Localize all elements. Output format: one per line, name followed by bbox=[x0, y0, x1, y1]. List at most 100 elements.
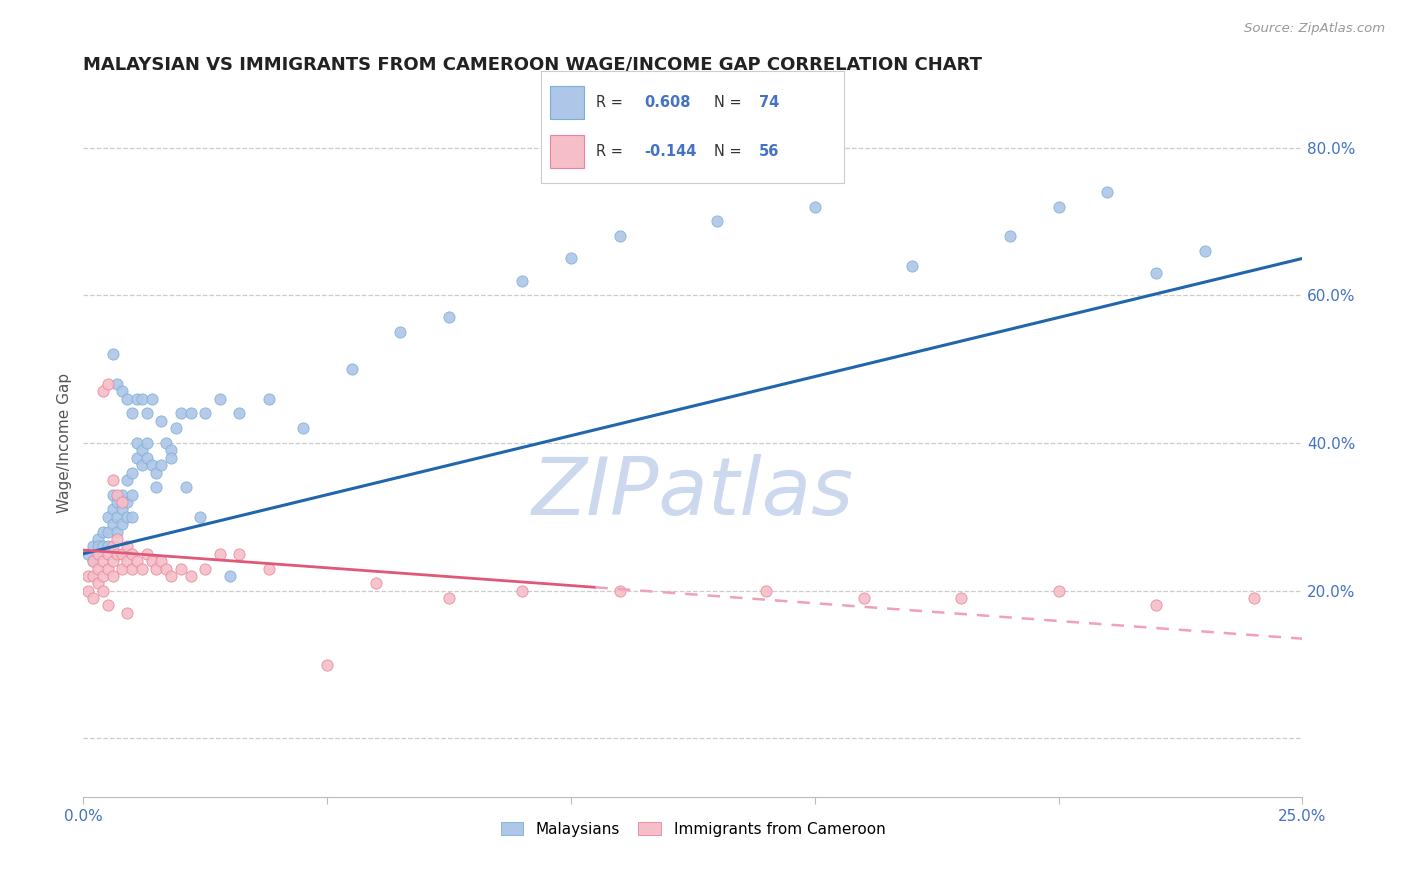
Text: 56: 56 bbox=[759, 145, 779, 159]
Point bbox=[1047, 200, 1070, 214]
Point bbox=[101, 473, 124, 487]
Point bbox=[131, 561, 153, 575]
Point bbox=[145, 561, 167, 575]
Point bbox=[180, 569, 202, 583]
Point bbox=[135, 450, 157, 465]
Point bbox=[97, 561, 120, 575]
Point bbox=[111, 488, 134, 502]
Point bbox=[91, 524, 114, 539]
Point bbox=[170, 407, 193, 421]
Point bbox=[97, 540, 120, 554]
Point bbox=[107, 509, 129, 524]
Point bbox=[155, 436, 177, 450]
Point bbox=[194, 407, 217, 421]
Point bbox=[160, 450, 183, 465]
Point bbox=[101, 569, 124, 583]
Text: Source: ZipAtlas.com: Source: ZipAtlas.com bbox=[1244, 22, 1385, 36]
Point bbox=[180, 407, 202, 421]
Point bbox=[1097, 185, 1119, 199]
Point bbox=[91, 583, 114, 598]
Point bbox=[135, 407, 157, 421]
Point bbox=[145, 466, 167, 480]
Point bbox=[150, 458, 173, 472]
Point bbox=[77, 583, 100, 598]
Point bbox=[91, 554, 114, 568]
Legend: Malaysians, Immigrants from Cameroon: Malaysians, Immigrants from Cameroon bbox=[495, 815, 891, 843]
Point bbox=[82, 569, 104, 583]
Point bbox=[804, 200, 827, 214]
Point bbox=[437, 310, 460, 325]
Text: N =: N = bbox=[714, 95, 745, 110]
Point bbox=[1243, 591, 1265, 605]
Point bbox=[111, 517, 134, 532]
Point bbox=[121, 488, 143, 502]
Point bbox=[107, 495, 129, 509]
Point bbox=[194, 561, 217, 575]
Point bbox=[125, 436, 148, 450]
Point bbox=[228, 407, 250, 421]
Point bbox=[141, 458, 163, 472]
Point bbox=[82, 554, 104, 568]
Point bbox=[115, 554, 138, 568]
Point bbox=[97, 376, 120, 391]
Point bbox=[131, 392, 153, 406]
Point bbox=[389, 325, 412, 339]
Point bbox=[125, 392, 148, 406]
Point bbox=[97, 509, 120, 524]
Point bbox=[107, 488, 129, 502]
Point bbox=[115, 509, 138, 524]
Point bbox=[97, 599, 120, 613]
Point bbox=[115, 392, 138, 406]
Point bbox=[97, 547, 120, 561]
Point bbox=[135, 436, 157, 450]
Point bbox=[131, 458, 153, 472]
Point bbox=[1194, 244, 1216, 258]
Point bbox=[560, 252, 582, 266]
Text: R =: R = bbox=[596, 145, 627, 159]
Point bbox=[141, 554, 163, 568]
Point bbox=[87, 547, 110, 561]
Point bbox=[125, 554, 148, 568]
Text: -0.144: -0.144 bbox=[644, 145, 696, 159]
Point bbox=[510, 274, 533, 288]
Point bbox=[155, 561, 177, 575]
Point bbox=[291, 421, 314, 435]
Point bbox=[101, 517, 124, 532]
Point bbox=[141, 392, 163, 406]
Point bbox=[257, 392, 280, 406]
Point bbox=[125, 450, 148, 465]
Point bbox=[82, 591, 104, 605]
Point bbox=[87, 547, 110, 561]
Point bbox=[998, 229, 1021, 244]
Point bbox=[111, 495, 134, 509]
Point bbox=[121, 561, 143, 575]
Point bbox=[228, 547, 250, 561]
Bar bbox=[550, 86, 583, 120]
Point bbox=[950, 591, 973, 605]
Text: R =: R = bbox=[596, 95, 627, 110]
Point bbox=[101, 540, 124, 554]
Point bbox=[121, 547, 143, 561]
Text: 74: 74 bbox=[759, 95, 779, 110]
Text: ZIPatlas: ZIPatlas bbox=[531, 454, 853, 532]
Point bbox=[111, 384, 134, 399]
Point bbox=[160, 569, 183, 583]
Point bbox=[87, 540, 110, 554]
Text: MALAYSIAN VS IMMIGRANTS FROM CAMEROON WAGE/INCOME GAP CORRELATION CHART: MALAYSIAN VS IMMIGRANTS FROM CAMEROON WA… bbox=[83, 55, 983, 73]
Point bbox=[170, 561, 193, 575]
Point bbox=[115, 606, 138, 620]
Point bbox=[87, 576, 110, 591]
Point bbox=[174, 480, 197, 494]
Point bbox=[91, 569, 114, 583]
Point bbox=[316, 657, 339, 672]
Point bbox=[121, 509, 143, 524]
Text: 0.608: 0.608 bbox=[644, 95, 690, 110]
Point bbox=[852, 591, 875, 605]
Point bbox=[115, 495, 138, 509]
Point bbox=[150, 414, 173, 428]
Point bbox=[437, 591, 460, 605]
Point bbox=[111, 547, 134, 561]
Point bbox=[97, 524, 120, 539]
Point bbox=[510, 583, 533, 598]
Point bbox=[901, 259, 924, 273]
